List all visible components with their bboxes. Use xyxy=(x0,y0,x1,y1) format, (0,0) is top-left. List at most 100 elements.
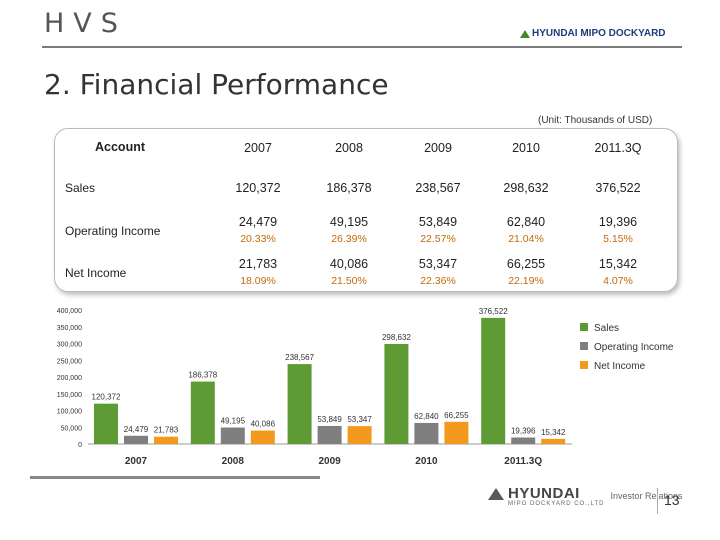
data-label: 238,567 xyxy=(285,353,314,362)
data-label: 376,522 xyxy=(479,307,508,316)
y-tick-label: 0 xyxy=(78,442,82,449)
data-label: 120,372 xyxy=(92,393,121,402)
footer-sub: MIPO DOCKYARD CO.,LTD xyxy=(508,501,605,507)
row-label-net-income: Net Income xyxy=(65,266,127,280)
margin-cell: 5.15% xyxy=(603,233,633,245)
row-label-sales: Sales xyxy=(65,181,96,195)
y-tick-label: 200,000 xyxy=(57,375,82,382)
unit-note: (Unit: Thousands of USD) xyxy=(538,115,653,126)
year-header-2007: 2007 xyxy=(244,141,272,155)
table-cell: 376,522 xyxy=(595,181,641,195)
data-label: 53,347 xyxy=(347,415,372,424)
table-cell: 120,372 xyxy=(235,181,281,195)
margin-cell: 18.09% xyxy=(240,275,276,287)
data-label: 21,783 xyxy=(154,426,179,435)
table-cell: 298,632 xyxy=(503,181,549,195)
y-tick-label: 300,000 xyxy=(57,342,82,349)
financial-table: Account 2007 2008 2009 2010 2011.3Q Sale… xyxy=(54,128,678,292)
data-label: 66,255 xyxy=(444,411,469,420)
margin-cell: 21.04% xyxy=(508,233,544,245)
data-label: 62,840 xyxy=(414,412,439,421)
logo-mark-icon xyxy=(520,29,530,38)
bar-operating-income xyxy=(414,422,439,444)
x-tick-label: 2011.3Q xyxy=(504,456,542,467)
table-cell: 62,840 xyxy=(506,215,546,229)
table-cell: 186,378 xyxy=(326,181,372,195)
account-header: Account xyxy=(95,140,145,154)
table-cell: 24,479 xyxy=(238,215,278,229)
hyundai-logo-icon xyxy=(488,488,504,500)
bar-operating-income xyxy=(317,425,342,444)
bar-net-income xyxy=(347,426,372,444)
table-cell: 19,396 xyxy=(598,215,638,229)
financial-bar-chart: 0 50,000 100,000 150,000 200,000 250,000 300,0… xyxy=(57,307,674,467)
data-label: 49,195 xyxy=(221,417,246,426)
y-tick-label: 100,000 xyxy=(57,409,82,416)
bar-net-income xyxy=(444,421,469,444)
table-cell: 66,255 xyxy=(506,257,546,271)
year-header-2011-3q: 2011.3Q xyxy=(594,141,642,155)
bar-sales xyxy=(94,403,118,444)
table-cell: 21,783 xyxy=(238,257,278,271)
page-number: 13 xyxy=(664,492,680,508)
data-label: 15,342 xyxy=(541,428,566,437)
company-logo-text: HYUNDAI MIPO DOCKYARD xyxy=(532,28,666,39)
brand-hvs: HVS xyxy=(44,8,127,39)
y-tick-label: 150,000 xyxy=(57,392,82,399)
y-tick-label: 250,000 xyxy=(57,358,82,365)
bar-net-income xyxy=(154,436,178,444)
header-divider xyxy=(42,46,682,48)
bar-net-income xyxy=(541,438,566,444)
x-tick-label: 2008 xyxy=(222,456,245,467)
bar-operating-income xyxy=(124,435,148,444)
table-cell: 49,195 xyxy=(329,215,369,229)
data-label: 19,396 xyxy=(511,427,536,436)
margin-cell: 26.39% xyxy=(331,233,367,245)
legend-label: Sales xyxy=(594,323,619,334)
row-label-operating-income: Operating Income xyxy=(65,224,161,238)
table-cell: 40,086 xyxy=(329,257,369,271)
margin-cell: 22.36% xyxy=(420,275,456,287)
margin-cell: 21.50% xyxy=(331,275,367,287)
margin-cell: 22.19% xyxy=(508,275,544,287)
legend-label: Operating Income xyxy=(594,342,674,353)
table-cell: 238,567 xyxy=(415,181,461,195)
bar-sales xyxy=(287,364,312,444)
legend-swatch xyxy=(580,361,588,369)
data-label: 53,849 xyxy=(317,415,342,424)
footer-separator xyxy=(657,488,658,514)
legend-swatch xyxy=(580,323,588,331)
table-cell: 53,347 xyxy=(418,257,458,271)
legend-swatch xyxy=(580,342,588,350)
x-tick-label: 2007 xyxy=(125,456,148,467)
margin-cell: 4.07% xyxy=(603,275,633,287)
bar-net-income xyxy=(250,430,275,444)
bar-sales xyxy=(190,381,215,444)
footer-logo: HYUNDAI MIPO DOCKYARD CO.,LTD Investor R… xyxy=(488,486,683,507)
footer-brand: HYUNDAI xyxy=(508,485,580,502)
y-tick-label: 350,000 xyxy=(57,325,82,332)
page-title: 2. Financial Performance xyxy=(44,68,389,101)
x-tick-label: 2009 xyxy=(318,456,341,467)
x-tick-label: 2010 xyxy=(415,456,438,467)
y-tick-label: 400,000 xyxy=(57,308,82,315)
year-header-2009: 2009 xyxy=(424,141,452,155)
margin-cell: 20.33% xyxy=(240,233,276,245)
bar-sales xyxy=(481,317,506,444)
bar-operating-income xyxy=(511,437,536,444)
data-label: 186,378 xyxy=(188,371,217,380)
data-label: 24,479 xyxy=(124,425,149,434)
year-header-2010: 2010 xyxy=(512,141,540,155)
legend-label: Net Income xyxy=(594,361,646,372)
margin-cell: 22.57% xyxy=(420,233,456,245)
y-tick-label: 50,000 xyxy=(61,425,83,432)
footer-divider xyxy=(30,476,320,479)
company-logo: HYUNDAI MIPO DOCKYARD xyxy=(520,28,666,39)
year-header-2008: 2008 xyxy=(335,141,363,155)
table-cell: 15,342 xyxy=(598,257,638,271)
bar-sales xyxy=(384,343,409,444)
table-cell: 53,849 xyxy=(418,215,458,229)
data-label: 298,632 xyxy=(382,333,411,342)
bar-operating-income xyxy=(220,427,245,444)
data-label: 40,086 xyxy=(251,420,276,429)
